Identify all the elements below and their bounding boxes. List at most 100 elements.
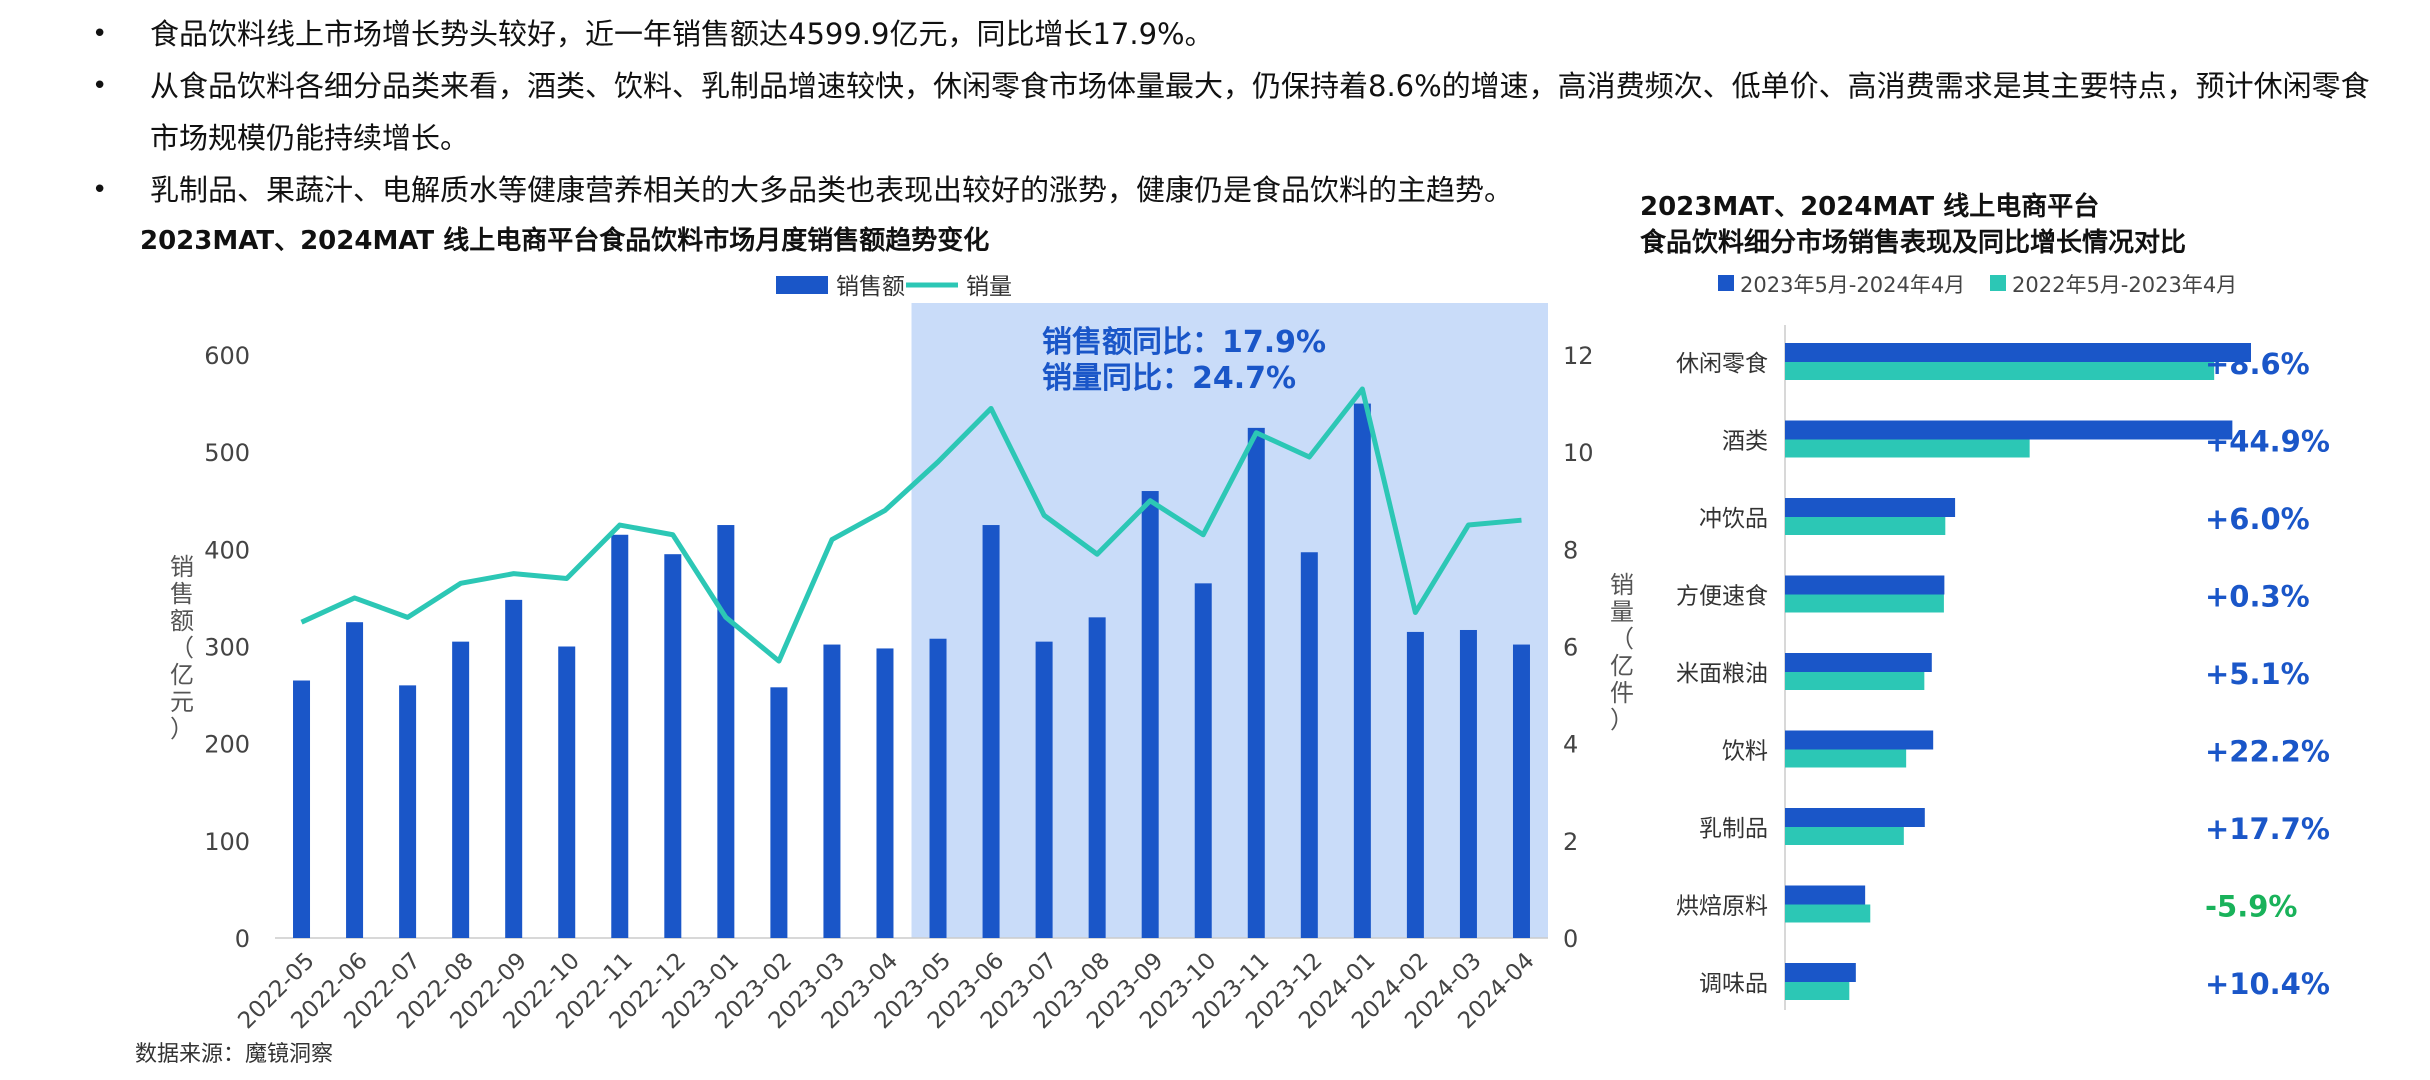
bullet-item: • 食品饮料线上市场增长势头较好，近一年销售额达4599.9亿元，同比增长17.9… (88, 8, 2388, 60)
sales-bar (1194, 583, 1212, 938)
sales-bar (1406, 631, 1424, 938)
category-label: 休闲零食 (1676, 351, 1768, 377)
volume-line (300, 386, 1522, 664)
category-bar-2024mat (1785, 885, 1866, 905)
sales-bar (876, 648, 894, 938)
bullet-list: • 食品饮料线上市场增长势头较好，近一年销售额达4599.9亿元，同比增长17.9… (88, 8, 2388, 216)
sales-bar (770, 687, 788, 938)
y-left-tick-label: 100 (204, 828, 250, 856)
category-bar-2024mat (1785, 343, 2251, 362)
category-label: 饮料 (1722, 739, 1768, 765)
y-right-tick-label: 12 (1563, 342, 1594, 370)
y-right-tick-label: 0 (1563, 925, 1578, 953)
sales-bar (929, 638, 947, 938)
category-bar-2024mat (1785, 575, 1945, 595)
sales-bar (346, 622, 364, 938)
growth-label: +6.0% (2205, 502, 2310, 536)
legend-swatch-2024mat (1718, 275, 1734, 291)
y-right-tick-label: 4 (1563, 731, 1578, 759)
legend-swatch-2023mat (1990, 275, 2006, 291)
category-bar-2023mat (1785, 827, 1904, 845)
y-right-tick-label: 2 (1563, 828, 1578, 856)
category-bar-2023mat (1785, 982, 1850, 1000)
category-bar-2023mat (1785, 439, 2030, 458)
growth-label: +44.9% (2205, 425, 2330, 459)
category-bar-2023mat (1785, 362, 2215, 380)
sales-bar (1512, 644, 1530, 938)
growth-label: +17.7% (2205, 812, 2330, 846)
legend-swatch-sales (776, 276, 828, 294)
sales-bar (1353, 403, 1371, 938)
sales-bar (1088, 617, 1106, 938)
growth-label: +5.1% (2205, 657, 2310, 691)
highlight-region (911, 303, 1548, 938)
category-bar-2023mat (1785, 904, 1871, 923)
legend-label-2024mat: 2023年5月-2024年4月 (1740, 273, 1965, 297)
y-right-tick-label: 8 (1563, 536, 1578, 564)
y-left-tick-label: 400 (204, 536, 250, 564)
category-bar-2024mat (1785, 653, 1932, 672)
category-label: 米面粮油 (1676, 661, 1768, 687)
bullet-item: • 从食品饮料各细分品类来看，酒类、饮料、乳制品增速较快，休闲零食市场体量最大，仍… (88, 60, 2388, 164)
right-chart-title-line2: 食品饮料细分市场销售表现及同比增长情况对比 (1640, 228, 2187, 258)
sales-bar (452, 641, 470, 938)
category-bar-2024mat (1785, 963, 1856, 982)
y-right-tick-label: 6 (1563, 634, 1578, 662)
sales-bar (664, 554, 682, 938)
sales-bar (1459, 629, 1477, 938)
category-label: 调味品 (1699, 971, 1768, 997)
sales-bar (611, 534, 629, 938)
category-bar-2024mat (1785, 730, 1934, 750)
sales-bar (399, 685, 417, 938)
right-chart-title-line1: 2023MAT、2024MAT 线上电商平台 (1640, 192, 2100, 222)
y-left-axis-title: 销售额（亿元） (170, 553, 194, 743)
sales-bar (982, 525, 1000, 938)
annotation-sales-yoy: 销售额同比：17.9% (1042, 325, 1326, 360)
growth-label: -5.9% (2205, 890, 2297, 924)
bullet-dot: • (92, 19, 108, 49)
category-label: 乳制品 (1699, 816, 1768, 842)
sales-bar (1247, 427, 1265, 938)
bullet-text: 食品饮料线上市场增长势头较好，近一年销售额达4599.9亿元，同比增长17.9%… (150, 17, 1214, 51)
annotation-volume-yoy: 销量同比：24.7% (1042, 361, 1296, 396)
growth-label: +22.2% (2205, 735, 2330, 769)
sales-bar (1035, 641, 1053, 938)
category-label: 酒类 (1722, 429, 1768, 455)
bullet-item: • 乳制品、果蔬汁、电解质水等健康营养相关的大多品类也表现出较好的涨势，健康仍是食… (88, 164, 2388, 216)
data-source-note: 数据来源：魔镜洞察 (135, 1042, 334, 1067)
y-right-tick-label: 10 (1563, 439, 1594, 467)
sales-bar (717, 525, 735, 938)
bullet-dot: • (92, 175, 108, 205)
sales-bar (293, 680, 311, 938)
bullet-text: 乳制品、果蔬汁、电解质水等健康营养相关的大多品类也表现出较好的涨势，健康仍是食品… (150, 173, 1514, 207)
y-left-tick-label: 500 (204, 439, 250, 467)
growth-label: +8.6% (2205, 347, 2310, 381)
category-bar-2023mat (1785, 672, 1925, 690)
sales-bar (1141, 491, 1159, 938)
category-bar-2023mat (1785, 749, 1907, 768)
category-label: 烘焙原料 (1676, 894, 1768, 920)
growth-label: +0.3% (2205, 580, 2310, 614)
sales-bar (558, 646, 576, 938)
category-label: 冲饮品 (1699, 506, 1768, 532)
category-label: 方便速食 (1676, 584, 1768, 610)
category-bar-2024mat (1785, 808, 1925, 827)
category-bar-2024mat (1785, 498, 1956, 517)
legend-label-volume: 销量 (966, 274, 1012, 300)
sales-bar (505, 599, 523, 938)
sales-bar (1300, 552, 1318, 938)
y-left-tick-label: 600 (204, 342, 250, 370)
y-left-tick-label: 200 (204, 731, 250, 759)
sales-bar (823, 644, 841, 938)
left-chart-title: 2023MAT、2024MAT 线上电商平台食品饮料市场月度销售额趋势变化 (140, 226, 990, 256)
bullet-dot: • (92, 71, 108, 101)
category-bar-2023mat (1785, 517, 1946, 535)
category-bar-2023mat (1785, 594, 1944, 613)
y-right-axis-title: 销量（亿件） (1610, 571, 1634, 734)
category-bar-2024mat (1785, 420, 2233, 440)
bullet-text: 从食品饮料各细分品类来看，酒类、饮料、乳制品增速较快，休闲零食市场体量最大，仍保… (150, 69, 2370, 155)
legend-label-sales: 销售额 (836, 274, 905, 300)
y-left-tick-label: 300 (204, 634, 250, 662)
growth-label: +10.4% (2205, 967, 2330, 1001)
